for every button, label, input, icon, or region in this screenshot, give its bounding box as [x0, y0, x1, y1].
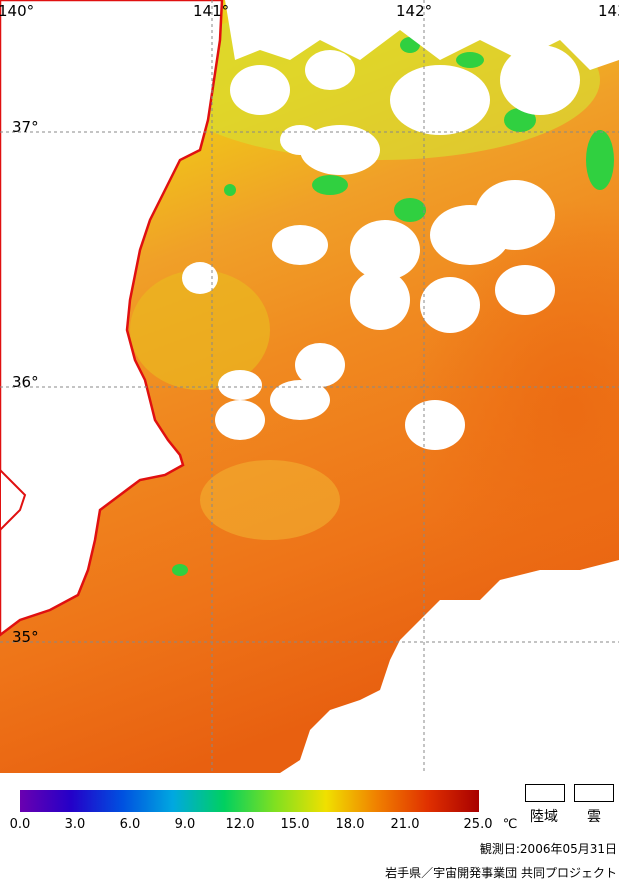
graticule [0, 0, 619, 773]
lon-label: 140° [0, 2, 35, 20]
scale-tick-label: 25.0 [463, 817, 493, 832]
scale-tick-label: 0.0 [9, 817, 31, 832]
land-peninsula [0, 468, 27, 532]
scale-tick-label: 15.0 [280, 817, 310, 832]
cloud-legend-label: 雲 [587, 809, 601, 825]
credit-line: 岩手県／宇宙開発事業団 共同プロジェクト [385, 866, 617, 880]
lon-label: 141° [193, 2, 230, 20]
lat-label: 36° [12, 373, 39, 391]
scale-tick-label: 18.0 [335, 817, 365, 832]
temperature-color-scale [20, 790, 479, 812]
land-honshu [0, 0, 224, 637]
lat-label: 37° [12, 118, 39, 136]
lon-label: 143° [598, 2, 619, 20]
sst-map-canvas [0, 0, 619, 773]
temperature-unit: ℃ [502, 817, 518, 832]
cool-patch-coastal [130, 270, 270, 390]
cloud-legend-swatch [574, 784, 614, 802]
lat-label: 35° [12, 628, 39, 646]
observation-date: 観測日:2006年05月31日 [479, 842, 617, 856]
cool-patch-south [200, 460, 340, 540]
lon-label: 142° [396, 2, 433, 20]
sst-map: 140° 141° 142° 143° 37° 36° 35° [0, 0, 619, 773]
land-legend-label: 陸域 [530, 809, 558, 825]
warm-current [300, 200, 619, 620]
scale-tick-label: 3.0 [64, 817, 86, 832]
scale-tick-label: 6.0 [119, 817, 141, 832]
scale-tick-label: 9.0 [174, 817, 196, 832]
scale-tick-label: 12.0 [225, 817, 255, 832]
scale-tick-label: 21.0 [390, 817, 420, 832]
land-legend-swatch [525, 784, 565, 802]
cloud-cover [182, 0, 619, 773]
